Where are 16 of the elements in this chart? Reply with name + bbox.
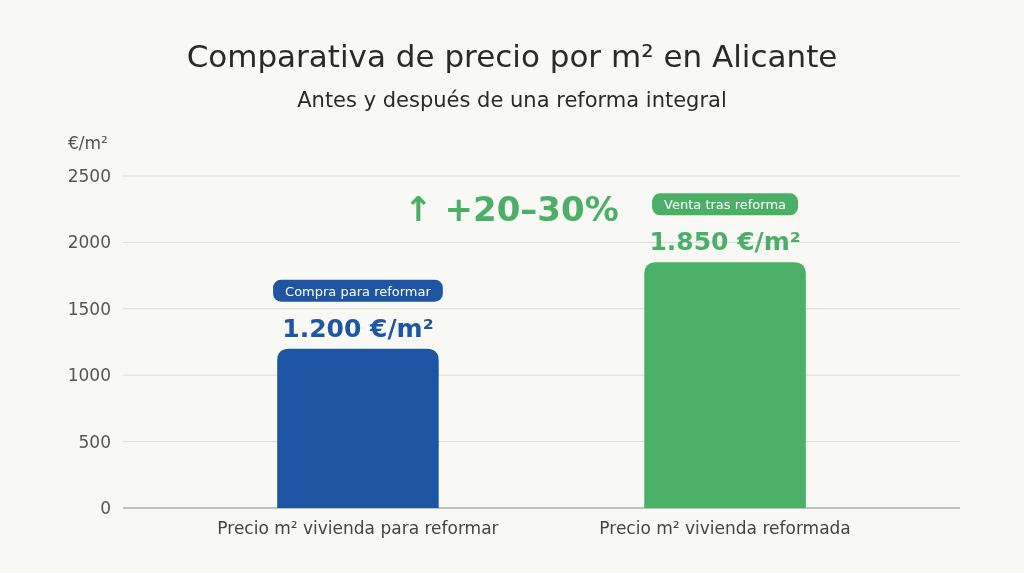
y-tick-label: 1500 (67, 298, 111, 319)
chart-subtitle: Antes y después de una reforma integral (297, 88, 727, 112)
annotation: Compra para reformar (285, 283, 432, 299)
data-label: 1.200 €/m² (282, 313, 434, 343)
y-tick-label: 2000 (67, 232, 111, 253)
annotation: ↑ +20–30% (404, 189, 619, 229)
y-tick-label: 2500 (67, 165, 111, 186)
x-tick-label: Precio m² vivienda reformada (599, 518, 851, 539)
x-tick-label: Precio m² vivienda para reformar (217, 518, 499, 539)
y-axis-title: €/m² (68, 133, 108, 153)
y-tick-label: 0 (100, 497, 111, 518)
y-tick-label: 1000 (67, 365, 111, 386)
annotation: Venta tras reforma (664, 197, 787, 213)
chart-title: Comparativa de precio por m² en Alicante (186, 38, 838, 74)
data-label: 1.850 €/m² (649, 227, 801, 257)
y-tick-label: 500 (78, 431, 111, 452)
